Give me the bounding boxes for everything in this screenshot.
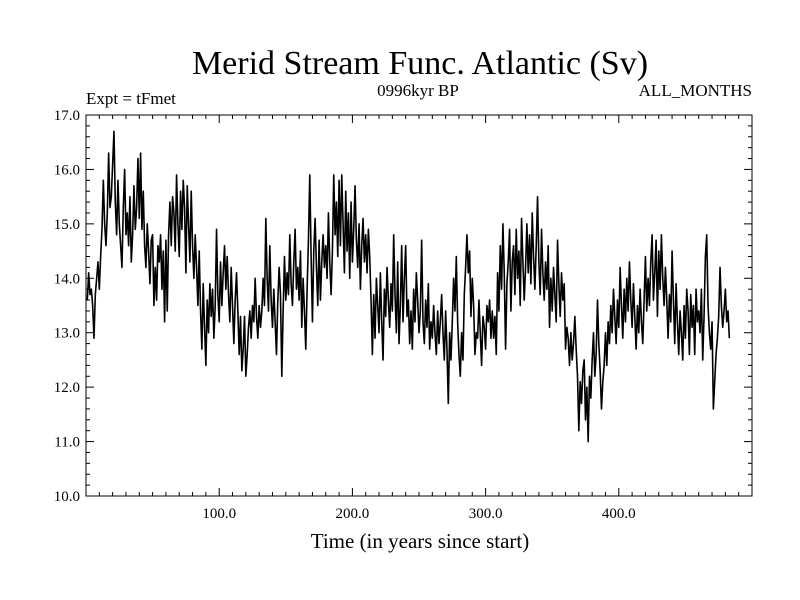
y-axis-tick-labels: 10.0 11.0 12.0 13.0 14.0 15.0 16.0 17.0 [54, 108, 80, 505]
y-tick-label: 12.0 [54, 380, 80, 396]
x-tick-label: 400.0 [602, 506, 636, 522]
y-tick-label: 13.0 [54, 326, 80, 342]
y-tick-label: 10.0 [54, 489, 80, 505]
x-tick-label: 300.0 [469, 506, 503, 522]
y-tick-label: 15.0 [54, 217, 80, 233]
y-tick-label: 11.0 [54, 435, 80, 451]
x-axis-tick-labels: 100.0 200.0 300.0 400.0 [202, 506, 635, 522]
x-tick-label: 200.0 [336, 506, 370, 522]
y-tick-label: 17.0 [54, 108, 80, 124]
series-line [86, 130, 731, 443]
plot-frame [85, 114, 753, 497]
experiment-label: Expt = tFmet [86, 89, 176, 108]
x-tick-label: 100.0 [202, 506, 236, 522]
y-tick-label: 14.0 [54, 271, 80, 287]
chart-title: Merid Stream Func. Atlantic (Sv) [192, 45, 648, 82]
axis-ticks [86, 114, 752, 497]
y-tick-label: 16.0 [54, 162, 80, 178]
x-axis-label: Time (in years since start) [311, 529, 530, 553]
period-label: 0996kyr BP [377, 81, 459, 100]
months-label: ALL_MONTHS [639, 81, 752, 100]
